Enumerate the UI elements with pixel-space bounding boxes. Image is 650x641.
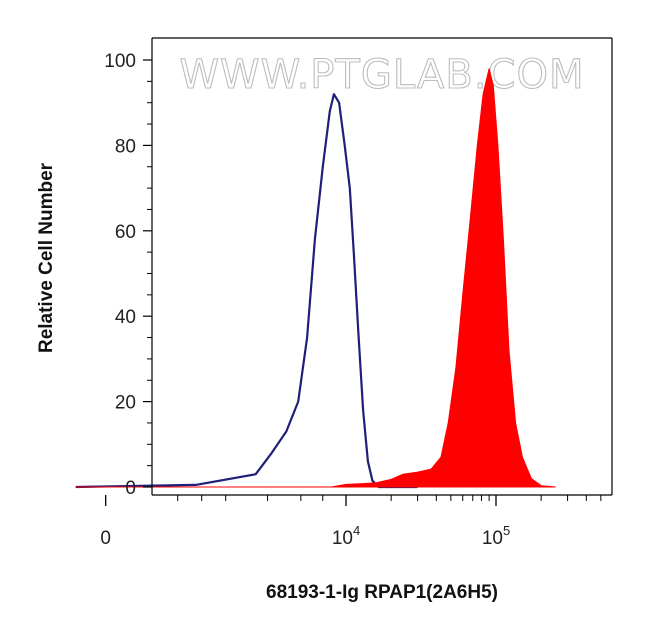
- series-1-area: [75, 68, 556, 488]
- y-axis-ticks: 0 20 40 60 80 100: [104, 51, 152, 499]
- y-tick-label: 60: [115, 222, 136, 243]
- x-axis-title: 68193-1-Ig RPAP1(2A6H5): [266, 582, 498, 603]
- x-tick-label: 0: [100, 528, 111, 549]
- y-tick-label: 100: [104, 51, 136, 72]
- x-tick-label: 104: [332, 523, 360, 549]
- y-tick-label: 40: [115, 307, 136, 328]
- y-tick-label: 0: [125, 478, 136, 499]
- y-tick-label: 20: [115, 393, 136, 414]
- x-axis-ticks: 0 104 105: [100, 495, 602, 549]
- axes: [151, 37, 613, 496]
- y-axis-title: Relative Cell Number: [36, 162, 57, 353]
- y-tick-label: 80: [115, 136, 136, 157]
- x-tick-label: 105: [482, 523, 510, 549]
- series-layer: [75, 68, 556, 489]
- series-0-line: [75, 93, 418, 489]
- watermark-text: WWW.PTGLAB.COM: [180, 52, 585, 98]
